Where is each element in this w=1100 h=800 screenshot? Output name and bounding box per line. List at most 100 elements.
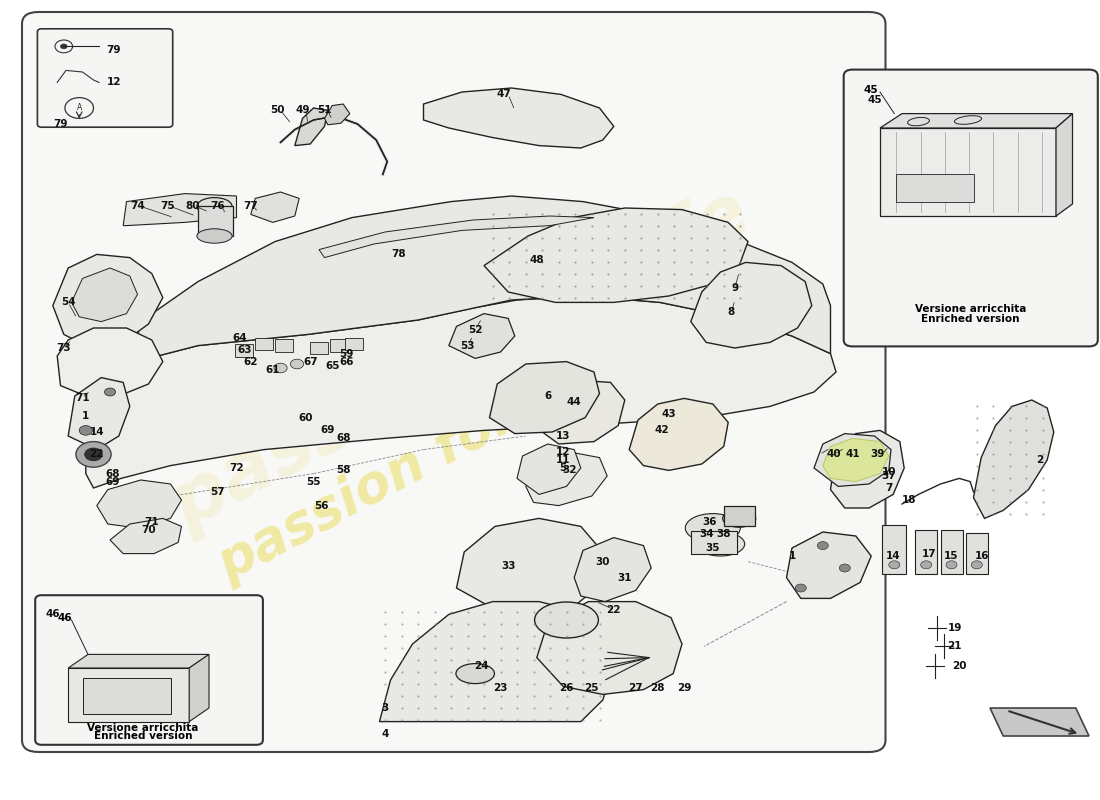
Text: 45: 45 — [864, 85, 878, 94]
Text: 77: 77 — [243, 202, 258, 211]
Text: 71: 71 — [75, 394, 90, 403]
Polygon shape — [517, 444, 581, 494]
Polygon shape — [691, 262, 812, 348]
Text: 34: 34 — [698, 530, 714, 539]
Text: 1: 1 — [789, 551, 795, 561]
Circle shape — [946, 561, 957, 569]
Polygon shape — [319, 216, 594, 258]
Text: 24: 24 — [474, 661, 490, 670]
Text: 38: 38 — [716, 530, 732, 539]
Bar — [235, 344, 253, 357]
Text: 50: 50 — [270, 106, 285, 115]
Text: 80: 80 — [185, 202, 200, 211]
Ellipse shape — [197, 229, 232, 243]
Text: 22: 22 — [606, 605, 621, 614]
Polygon shape — [57, 328, 163, 396]
Polygon shape — [484, 208, 748, 302]
Text: 46: 46 — [57, 613, 72, 622]
Polygon shape — [823, 438, 889, 482]
FancyBboxPatch shape — [844, 70, 1098, 346]
Bar — [345, 338, 363, 350]
Text: 60: 60 — [298, 413, 314, 422]
Polygon shape — [126, 196, 830, 364]
Text: Versione arricchita: Versione arricchita — [914, 304, 1026, 314]
Text: 57: 57 — [210, 487, 225, 497]
Circle shape — [274, 363, 287, 373]
Circle shape — [290, 359, 304, 369]
Text: 27: 27 — [628, 683, 643, 693]
Text: 62: 62 — [243, 357, 258, 366]
Text: 46: 46 — [45, 610, 60, 619]
Text: Enriched version: Enriched version — [921, 314, 1020, 324]
Text: 12: 12 — [556, 447, 571, 457]
Text: 36: 36 — [702, 517, 717, 526]
Text: 14: 14 — [886, 551, 901, 561]
Polygon shape — [72, 268, 138, 322]
Bar — [966, 533, 988, 574]
Text: 1: 1 — [82, 411, 89, 421]
Bar — [724, 506, 755, 526]
Polygon shape — [68, 654, 209, 668]
Text: 19: 19 — [947, 623, 962, 633]
Polygon shape — [424, 88, 614, 148]
Polygon shape — [896, 174, 974, 202]
Text: 43: 43 — [661, 410, 676, 419]
Text: 53: 53 — [460, 341, 475, 350]
Text: 10: 10 — [881, 467, 896, 477]
Text: 70: 70 — [141, 525, 156, 534]
Ellipse shape — [197, 198, 232, 215]
Text: 49: 49 — [295, 106, 310, 115]
Text: 69: 69 — [104, 477, 120, 486]
Text: passion for life: passion for life — [209, 337, 627, 591]
Polygon shape — [534, 380, 625, 444]
Text: 74: 74 — [130, 202, 145, 211]
Text: 32: 32 — [562, 466, 578, 475]
Text: 14: 14 — [89, 427, 104, 437]
Polygon shape — [1056, 114, 1072, 216]
Polygon shape — [295, 108, 328, 146]
Circle shape — [817, 542, 828, 550]
Text: 18: 18 — [901, 495, 916, 505]
Bar — [310, 342, 328, 354]
Text: 65: 65 — [324, 362, 340, 371]
Polygon shape — [574, 538, 651, 602]
Bar — [915, 530, 937, 574]
Ellipse shape — [455, 664, 495, 683]
Text: 2: 2 — [1036, 455, 1043, 465]
Circle shape — [889, 561, 900, 569]
Text: 71: 71 — [144, 517, 159, 526]
Polygon shape — [53, 254, 163, 348]
Text: Versione arricchita: Versione arricchita — [87, 723, 199, 733]
Text: 67: 67 — [302, 357, 318, 366]
Circle shape — [795, 584, 806, 592]
Text: 28: 28 — [650, 683, 666, 693]
Text: 59: 59 — [339, 349, 354, 358]
Polygon shape — [814, 434, 891, 486]
Text: 64: 64 — [232, 333, 248, 342]
Text: 68: 68 — [104, 469, 120, 478]
Text: 23: 23 — [493, 683, 508, 693]
Polygon shape — [97, 480, 182, 528]
Text: 4: 4 — [382, 729, 388, 738]
Text: 78: 78 — [390, 250, 406, 259]
Text: 25: 25 — [584, 683, 600, 693]
Polygon shape — [251, 192, 299, 222]
Circle shape — [60, 44, 67, 49]
Circle shape — [85, 448, 102, 461]
Bar — [275, 339, 293, 352]
Text: 39: 39 — [870, 450, 886, 459]
Text: 26: 26 — [559, 683, 574, 693]
Polygon shape — [82, 678, 170, 714]
Text: 54: 54 — [60, 298, 76, 307]
Text: Enriched version: Enriched version — [94, 731, 192, 741]
Text: 47: 47 — [496, 90, 512, 99]
Text: 29: 29 — [676, 683, 692, 693]
Ellipse shape — [696, 532, 745, 556]
Polygon shape — [110, 518, 182, 554]
Text: 8: 8 — [728, 307, 735, 317]
Text: 33: 33 — [500, 562, 516, 571]
Text: 16: 16 — [975, 551, 990, 561]
Text: 56: 56 — [314, 501, 329, 510]
Text: 12: 12 — [107, 77, 121, 86]
Text: 63: 63 — [236, 346, 252, 355]
